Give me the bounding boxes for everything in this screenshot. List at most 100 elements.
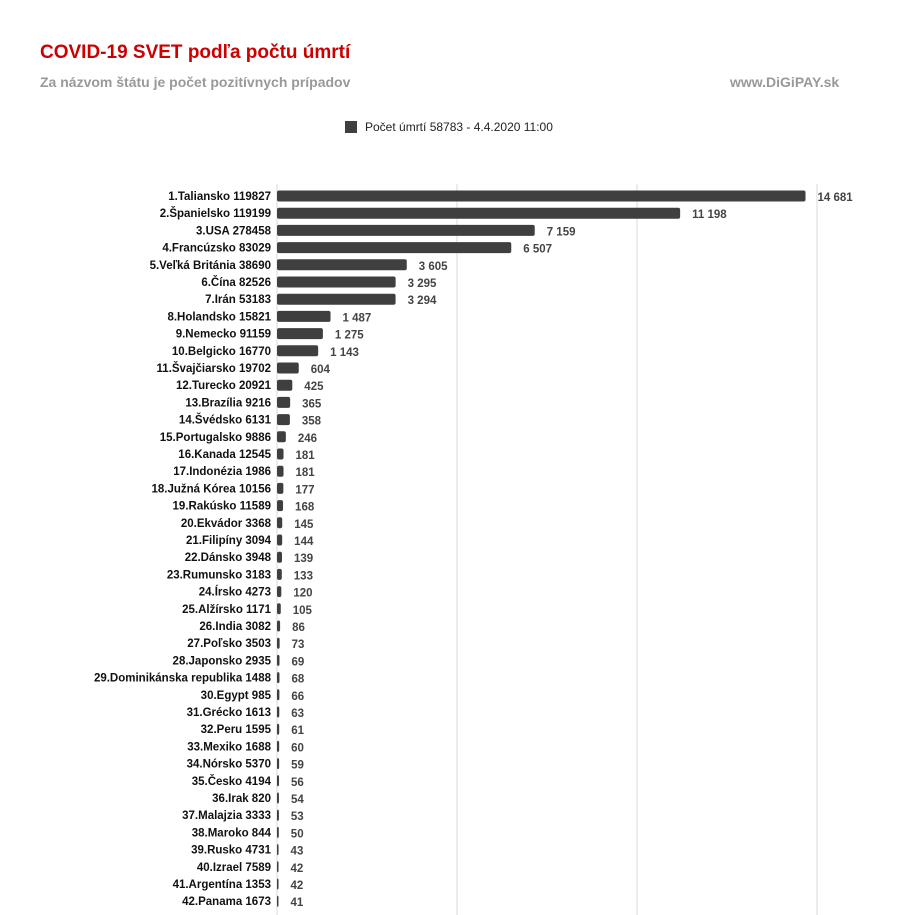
data-label: 14 681 [818, 192, 854, 204]
category-label: 17.Indonézia 1986 [173, 466, 271, 478]
bar [277, 792, 279, 804]
category-label: 34.Nórsko 5370 [187, 759, 271, 771]
bar [277, 500, 284, 512]
category-label: 38.Maroko 844 [192, 827, 272, 839]
category-label: 31.Grécko 1613 [187, 707, 271, 719]
category-label: 7.Irán 53183 [205, 294, 271, 306]
data-label: 120 [293, 588, 312, 600]
category-label: 6.Čína 82526 [201, 276, 271, 289]
category-label: 5.Veľká Británia 38690 [150, 260, 271, 272]
category-label: 40.Izrael 7589 [197, 862, 271, 874]
data-label: 53 [291, 811, 304, 823]
data-label: 358 [302, 416, 322, 428]
data-label: 168 [295, 502, 315, 514]
data-label: 144 [294, 536, 314, 548]
category-label: 14.Švédsko 6131 [179, 414, 272, 427]
category-label: 37.Malajzia 3333 [182, 810, 271, 822]
category-label: 9.Nemecko 91159 [176, 329, 271, 341]
bar [277, 242, 512, 254]
bar [277, 328, 323, 340]
category-label: 4.Francúzsko 83029 [162, 243, 271, 255]
category-label: 18.Južná Kórea 10156 [151, 483, 271, 495]
bar [277, 396, 291, 408]
data-label: 7 159 [547, 226, 576, 238]
data-label: 54 [291, 794, 304, 806]
bar [277, 775, 280, 787]
category-label: 27.Poľsko 3503 [187, 638, 271, 650]
data-label: 60 [291, 742, 304, 754]
data-label: 1 487 [343, 312, 372, 324]
bar [277, 878, 279, 890]
chart-title: COVID-19 SVET podľa počtu úmrtí [40, 42, 351, 63]
category-label: 19.Rakúsko 11589 [173, 501, 271, 513]
data-label: 365 [302, 398, 322, 410]
category-label: 39.Rusko 4731 [191, 845, 272, 857]
data-label: 63 [291, 708, 304, 720]
data-label: 139 [294, 553, 313, 565]
bar [277, 259, 407, 271]
data-label: 6 507 [523, 244, 552, 256]
bar [277, 517, 283, 529]
chart-subtitle: Za názvom štátu je počet pozitívnych prí… [40, 74, 351, 90]
data-label: 66 [291, 691, 304, 703]
category-label: 10.Belgicko 16770 [172, 346, 271, 358]
data-label: 86 [292, 622, 305, 634]
bar [277, 861, 279, 873]
data-label: 145 [294, 519, 314, 531]
data-label: 246 [298, 433, 317, 445]
category-label: 23.Rumunsko 3183 [167, 569, 271, 581]
bar [277, 293, 396, 305]
bar [277, 551, 283, 563]
category-label: 3.USA 278458 [196, 225, 272, 237]
data-label: 181 [296, 450, 316, 462]
category-label: 30.Egypt 985 [201, 690, 272, 702]
category-label: 21.Filipíny 3094 [186, 535, 272, 547]
category-label: 8.Holandsko 15821 [167, 311, 271, 323]
data-label: 56 [291, 777, 304, 789]
source-label[interactable]: www.DiGiPAY.sk [730, 74, 840, 90]
bar [277, 758, 280, 770]
category-label: 35.Česko 4194 [192, 775, 272, 788]
bar [277, 826, 279, 838]
bar [277, 637, 280, 649]
data-label: 69 [291, 656, 304, 668]
bar [277, 844, 279, 856]
bar [277, 586, 282, 598]
data-label: 133 [294, 570, 313, 582]
category-label: 20.Ekvádor 3368 [181, 518, 272, 530]
category-label: 11.Švajčiarsko 19702 [157, 362, 271, 375]
data-label: 604 [311, 364, 331, 376]
category-label: 1.Taliansko 119827 [168, 191, 271, 203]
category-label: 33.Mexiko 1688 [187, 741, 271, 753]
bar [277, 568, 282, 580]
data-label: 43 [291, 846, 304, 858]
bar [277, 654, 280, 666]
bar [277, 362, 299, 374]
bar [277, 620, 281, 632]
bar [277, 207, 681, 219]
category-label: 36.Irak 820 [212, 793, 271, 805]
category-label: 2.Španielsko 119199 [160, 207, 271, 220]
data-label: 41 [290, 897, 303, 909]
bar [277, 190, 806, 202]
bar [277, 603, 281, 615]
category-label: 26.India 3082 [199, 621, 271, 633]
data-label: 42 [291, 880, 304, 892]
data-label: 177 [295, 484, 314, 496]
data-label: 11 198 [692, 209, 727, 221]
bar [277, 895, 279, 907]
data-label: 3 605 [419, 261, 448, 273]
bar [277, 482, 284, 494]
data-label: 61 [291, 725, 304, 737]
category-label: 42.Panama 1673 [182, 896, 271, 908]
bar [277, 534, 283, 546]
data-label: 3 295 [408, 278, 437, 290]
bar [277, 310, 331, 322]
category-label: 32.Peru 1595 [201, 724, 272, 736]
data-label: 425 [304, 381, 324, 393]
category-label: 13.Brazília 9216 [185, 397, 271, 409]
bar [277, 723, 280, 735]
data-label: 42 [291, 863, 304, 875]
category-label: 12.Turecko 20921 [176, 380, 272, 392]
bar [277, 689, 280, 701]
